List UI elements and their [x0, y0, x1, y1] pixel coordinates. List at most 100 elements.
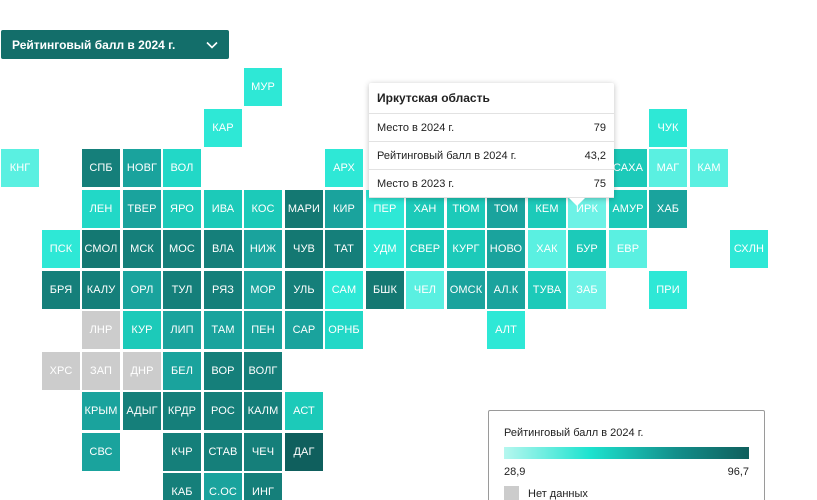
- region-tile[interactable]: ИВА: [204, 190, 242, 228]
- region-tile[interactable]: КРДР: [163, 392, 201, 430]
- region-tile[interactable]: ЛЕН: [82, 190, 120, 228]
- region-tile[interactable]: МАГ: [649, 149, 687, 187]
- region-tile[interactable]: ЗАБ: [568, 271, 606, 309]
- region-tile[interactable]: МУР: [244, 68, 282, 106]
- region-tile[interactable]: ХАБ: [649, 190, 687, 228]
- region-tile[interactable]: ВОР: [204, 352, 242, 390]
- tooltip-row-value: 43,2: [584, 149, 606, 162]
- region-tile[interactable]: УЛЬ: [285, 271, 323, 309]
- region-tile[interactable]: ЯРО: [163, 190, 201, 228]
- region-tile[interactable]: ВОЛ: [163, 149, 201, 187]
- region-tile[interactable]: ОРЛ: [123, 271, 161, 309]
- region-tile[interactable]: ТВЕР: [123, 190, 161, 228]
- region-tile[interactable]: КУР: [123, 311, 161, 349]
- region-tile[interactable]: НОВГ: [123, 149, 161, 187]
- region-tile[interactable]: ВОЛГ: [244, 352, 282, 390]
- region-tile[interactable]: СМОЛ: [82, 230, 120, 268]
- legend-range: 28,9 96,7: [504, 466, 749, 478]
- region-tile[interactable]: ЕВР: [609, 230, 647, 268]
- region-tile[interactable]: С.ОС: [204, 473, 242, 500]
- region-tile[interactable]: ВЛА: [204, 230, 242, 268]
- region-tile[interactable]: ЛИП: [163, 311, 201, 349]
- region-tile[interactable]: КРЫМ: [82, 392, 120, 430]
- region-tile[interactable]: АЛТ: [487, 311, 525, 349]
- region-tile[interactable]: СТАВ: [204, 433, 242, 471]
- region-tile[interactable]: АСТ: [285, 392, 323, 430]
- region-tile[interactable]: МОС: [163, 230, 201, 268]
- region-tile[interactable]: МСК: [123, 230, 161, 268]
- tooltip-row-label: Рейтинговый балл в 2024 г.: [377, 149, 517, 162]
- region-tile[interactable]: ДАГ: [285, 433, 323, 471]
- region-tile[interactable]: БЕЛ: [163, 352, 201, 390]
- region-tile[interactable]: СХЛН: [730, 230, 768, 268]
- tooltip-row-value: 75: [593, 177, 606, 190]
- region-tile[interactable]: БУР: [568, 230, 606, 268]
- region-tile[interactable]: БРЯ: [42, 271, 80, 309]
- region-tile[interactable]: КАЛМ: [244, 392, 282, 430]
- region-tile[interactable]: КУРГ: [447, 230, 485, 268]
- legend-max: 96,7: [727, 466, 749, 478]
- region-tile[interactable]: УДМ: [366, 230, 404, 268]
- region-tile[interactable]: МАРИ: [285, 190, 323, 228]
- region-tile[interactable]: СПБ: [82, 149, 120, 187]
- region-tile[interactable]: АМУР: [609, 190, 647, 228]
- region-tile[interactable]: СВЕР: [406, 230, 444, 268]
- region-tile[interactable]: ТАМ: [204, 311, 242, 349]
- tooltip-pointer: [569, 198, 585, 206]
- region-tile[interactable]: ИНГ: [244, 473, 282, 500]
- region-tile[interactable]: ЧУВ: [285, 230, 323, 268]
- region-tile[interactable]: КАБ: [163, 473, 201, 500]
- region-tile[interactable]: ЛНР: [82, 311, 120, 349]
- tooltip-row-label: Место в 2024 г.: [377, 121, 455, 134]
- legend-min: 28,9: [504, 466, 526, 478]
- region-tile[interactable]: СВС: [82, 433, 120, 471]
- region-tile[interactable]: АЛ.К: [487, 271, 525, 309]
- map-legend: Рейтинговый балл в 2024 г. 28,9 96,7 Нет…: [488, 410, 765, 500]
- region-tile[interactable]: АДЫГ: [123, 392, 161, 430]
- region-tile[interactable]: КАР: [204, 109, 242, 147]
- region-tile[interactable]: ПЕН: [244, 311, 282, 349]
- region-tile[interactable]: ЧЕЛ: [406, 271, 444, 309]
- region-tile[interactable]: ЧЕЧ: [244, 433, 282, 471]
- region-tile[interactable]: ТУЛ: [163, 271, 201, 309]
- region-tile[interactable]: ХАК: [528, 230, 566, 268]
- region-tile[interactable]: КОС: [244, 190, 282, 228]
- legend-title: Рейтинговый балл в 2024 г.: [504, 427, 644, 439]
- region-tile[interactable]: МОР: [244, 271, 282, 309]
- indicator-dropdown[interactable]: Рейтинговый балл в 2024 г.: [1, 30, 229, 59]
- tooltip-row-label: Место в 2023 г.: [377, 177, 455, 190]
- region-tile[interactable]: КАМ: [690, 149, 728, 187]
- region-tile[interactable]: РОС: [204, 392, 242, 430]
- region-tile[interactable]: САМ: [325, 271, 363, 309]
- tooltip-row: Место в 2024 г. 79: [369, 114, 614, 142]
- region-tile[interactable]: ОМСК: [447, 271, 485, 309]
- region-tile[interactable]: ТАТ: [325, 230, 363, 268]
- region-tooltip: Иркутская область Место в 2024 г. 79 Рей…: [369, 83, 614, 206]
- region-tile[interactable]: ХРС: [42, 352, 80, 390]
- indicator-dropdown-label: Рейтинговый балл в 2024 г.: [12, 37, 176, 52]
- region-tile[interactable]: САР: [285, 311, 323, 349]
- nodata-swatch: [504, 486, 519, 500]
- legend-nodata-label: Нет данных: [528, 487, 588, 500]
- region-tile[interactable]: КНГ: [1, 149, 39, 187]
- region-tile[interactable]: БШК: [366, 271, 404, 309]
- region-tile[interactable]: ДНР: [123, 352, 161, 390]
- region-tile[interactable]: КИР: [325, 190, 363, 228]
- legend-gradient-bar: [504, 447, 749, 459]
- region-tile[interactable]: НОВО: [487, 230, 525, 268]
- region-tile[interactable]: ТУВА: [528, 271, 566, 309]
- region-tile[interactable]: АРХ: [325, 149, 363, 187]
- tooltip-row: Место в 2023 г. 75: [369, 170, 614, 198]
- region-tile[interactable]: САХА: [609, 149, 647, 187]
- region-tile[interactable]: ПСК: [42, 230, 80, 268]
- region-tile[interactable]: ПРИ: [649, 271, 687, 309]
- region-tile[interactable]: ОРНБ: [325, 311, 363, 349]
- region-tile[interactable]: ЗАП: [82, 352, 120, 390]
- tooltip-row-value: 79: [593, 121, 606, 134]
- region-tile[interactable]: НИЖ: [244, 230, 282, 268]
- region-tile[interactable]: КАЛУ: [82, 271, 120, 309]
- region-tile[interactable]: КЧР: [163, 433, 201, 471]
- region-tile[interactable]: РЯЗ: [204, 271, 242, 309]
- region-tile[interactable]: ЧУК: [649, 109, 687, 147]
